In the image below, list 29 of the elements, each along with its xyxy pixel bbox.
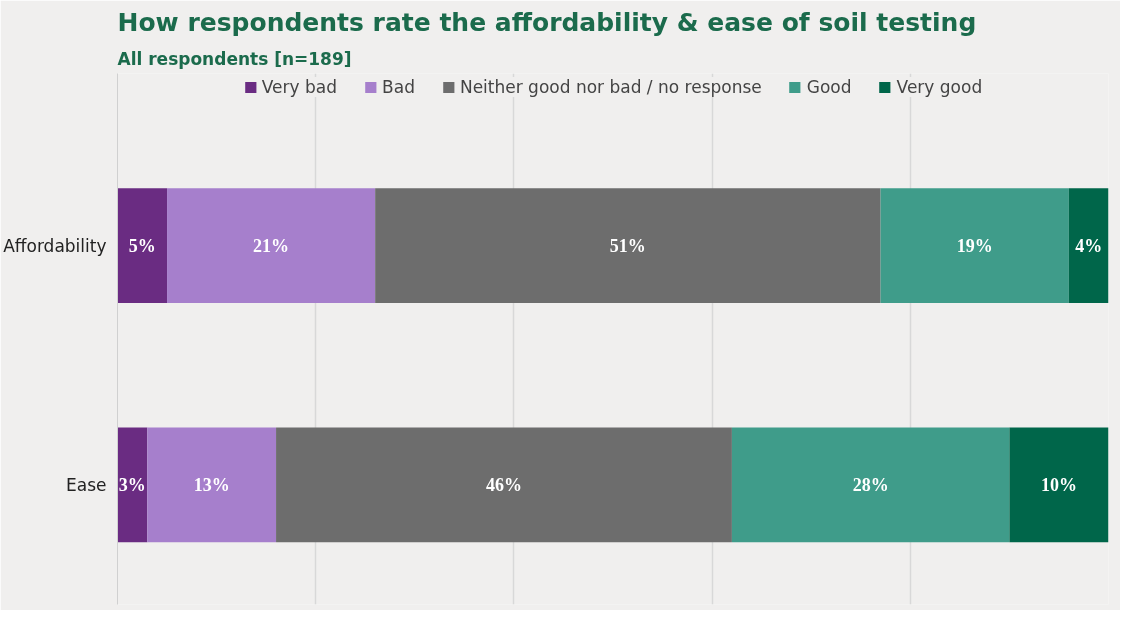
- data-label: 4%: [1075, 235, 1103, 256]
- bar: [167, 188, 376, 304]
- y-tick-label: Ease: [66, 474, 107, 495]
- bar: [117, 188, 168, 304]
- data-label: 10%: [1040, 474, 1077, 495]
- legend-label: Very bad: [261, 77, 338, 97]
- legend-label: Good: [806, 77, 852, 97]
- bar: [880, 188, 1069, 304]
- y-tick-label: Affordability: [3, 235, 107, 256]
- legend-label: Neither good nor bad / no response: [459, 77, 762, 97]
- bar: [375, 188, 881, 304]
- bar: [1009, 427, 1109, 543]
- bar: [731, 427, 1010, 543]
- legend-label: Bad: [382, 77, 415, 97]
- data-label: 28%: [852, 474, 889, 495]
- chart-title: How respondents rate the affordability & ease of soil testing: [117, 7, 977, 37]
- chart-subtitle: All respondents [n=189]: [117, 48, 352, 69]
- data-label: 46%: [485, 474, 522, 495]
- bar: [1068, 188, 1109, 304]
- data-label: 51%: [609, 235, 646, 256]
- legend-label: Very good: [896, 77, 983, 97]
- bar: [117, 427, 148, 543]
- data-label: 19%: [956, 235, 993, 256]
- data-label: 3%: [118, 474, 146, 495]
- data-label: 5%: [128, 235, 156, 256]
- data-label: 13%: [193, 474, 230, 495]
- data-label: 21%: [253, 235, 290, 256]
- bar: [147, 427, 277, 543]
- bar: [276, 427, 732, 543]
